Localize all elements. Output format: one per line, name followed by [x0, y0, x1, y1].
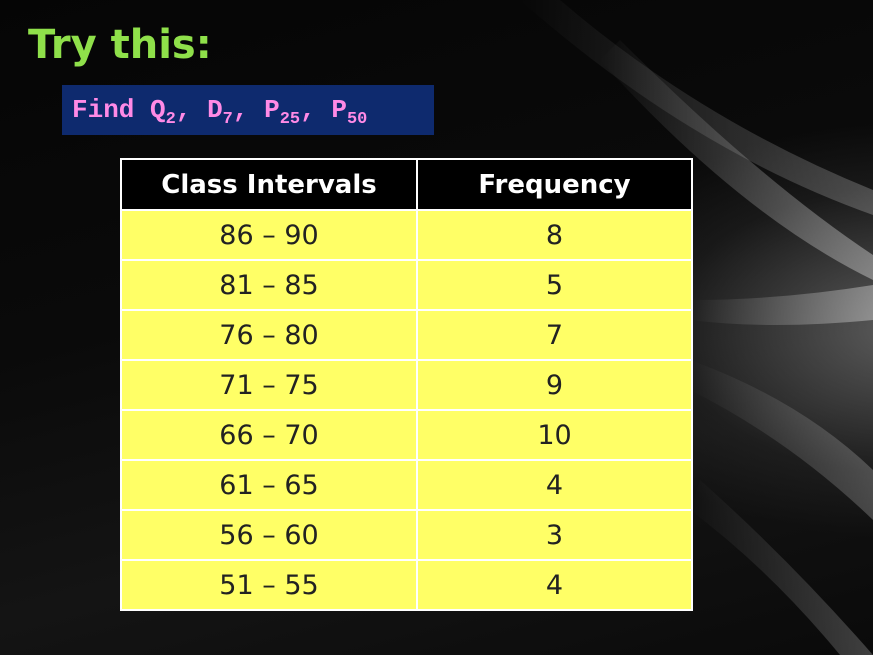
interval-cell: 51 – 55	[120, 559, 418, 611]
frequency-cell: 9	[416, 359, 693, 411]
frequency-cell: 5	[416, 259, 693, 311]
interval-cell: 76 – 80	[120, 309, 418, 361]
term-p50: P50	[331, 95, 368, 129]
frequency-cell: 8	[416, 209, 693, 261]
interval-cell: 61 – 65	[120, 459, 418, 511]
table-row: 86 – 90 8	[120, 209, 693, 261]
term-p25: P25	[264, 95, 301, 129]
table-row: 76 – 80 7	[120, 309, 693, 361]
find-instruction: Find Q2, D7, P25, P50	[62, 85, 434, 135]
table-row: 66 – 70 10	[120, 409, 693, 461]
table-row: 51 – 55 4	[120, 559, 693, 611]
frequency-cell: 4	[416, 459, 693, 511]
table-row: 61 – 65 4	[120, 459, 693, 511]
term-d7: D7	[207, 95, 233, 129]
interval-cell: 56 – 60	[120, 509, 418, 561]
frequency-cell: 7	[416, 309, 693, 361]
find-label: Find	[72, 95, 135, 125]
interval-cell: 86 – 90	[120, 209, 418, 261]
table-row: 56 – 60 3	[120, 509, 693, 561]
frequency-cell: 4	[416, 559, 693, 611]
term-q2: Q2	[150, 95, 176, 129]
slide-title: Try this:	[28, 22, 212, 68]
table-header-row: Class Intervals Frequency	[120, 158, 693, 211]
frequency-cell: 3	[416, 509, 693, 561]
interval-cell: 71 – 75	[120, 359, 418, 411]
interval-cell: 66 – 70	[120, 409, 418, 461]
table-row: 81 – 85 5	[120, 259, 693, 311]
frequency-cell: 10	[416, 409, 693, 461]
interval-cell: 81 – 85	[120, 259, 418, 311]
table-row: 71 – 75 9	[120, 359, 693, 411]
frequency-table: Class Intervals Frequency 86 – 90 8 81 –…	[120, 158, 693, 611]
header-class-intervals: Class Intervals	[120, 158, 418, 211]
header-frequency: Frequency	[416, 158, 693, 211]
